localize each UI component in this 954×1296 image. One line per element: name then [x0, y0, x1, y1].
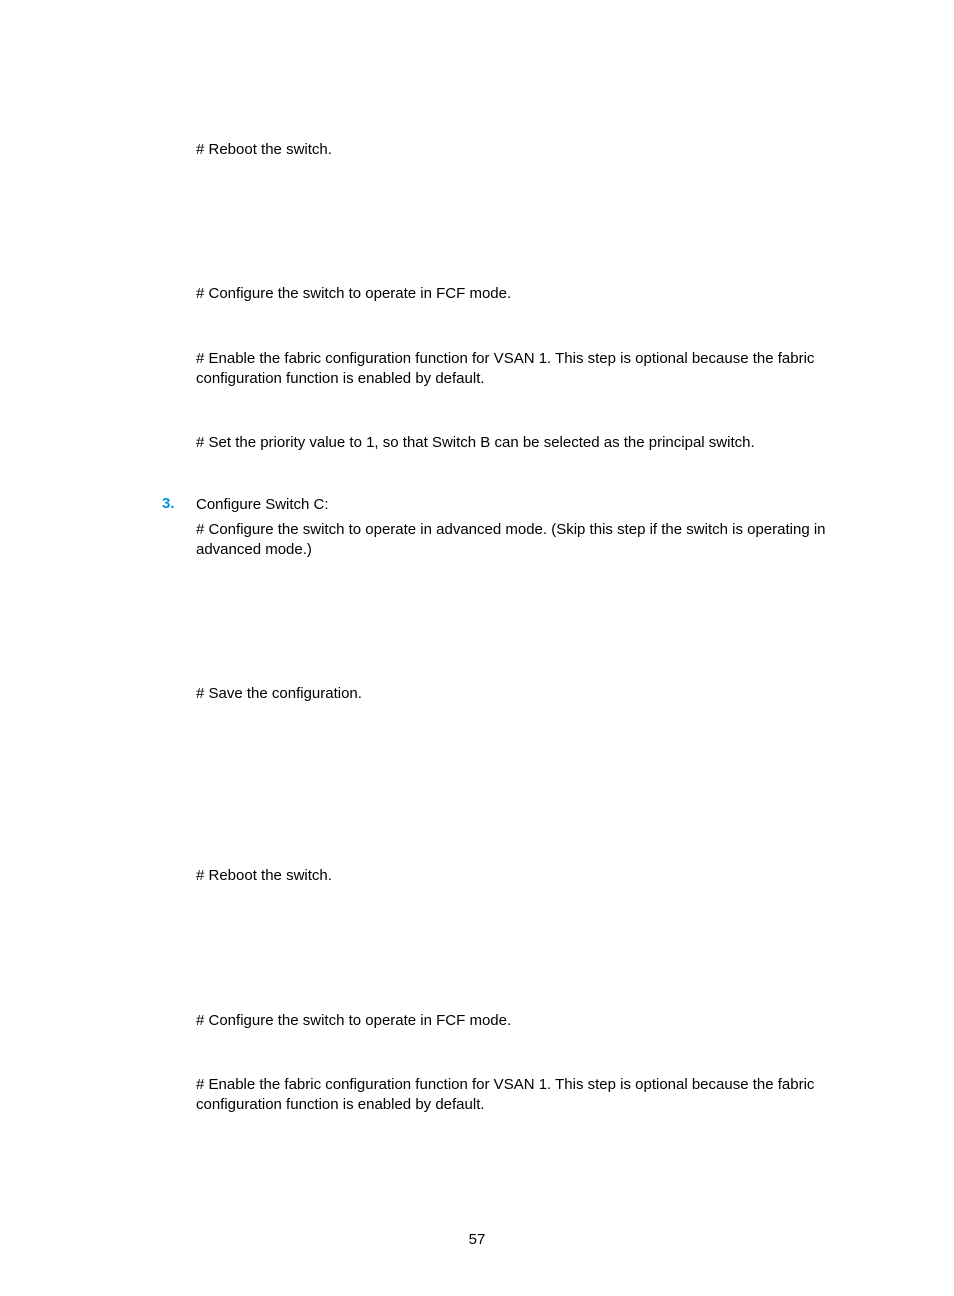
paragraph-text: # Reboot the switch. — [196, 140, 834, 160]
spacer — [120, 828, 834, 866]
list-item-text: Configure Switch C: — [196, 495, 329, 515]
paragraph-text: # Set the priority value to 1, so that S… — [196, 433, 834, 453]
page-number: 57 — [0, 1231, 954, 1248]
paragraph-text: # Configure the switch to operate in FCF… — [196, 1011, 834, 1031]
paragraph: # Save the configuration. — [196, 684, 834, 704]
spacer — [120, 166, 834, 284]
paragraph-text: # Configure the switch to operate in adv… — [196, 520, 834, 561]
paragraph: # Set the priority value to 1, so that S… — [196, 433, 834, 453]
paragraph-text: # Reboot the switch. — [196, 866, 834, 886]
paragraph-text: # Enable the fabric configuration functi… — [196, 1075, 834, 1116]
spacer — [120, 459, 834, 495]
spacer — [120, 566, 834, 684]
document-body: # Reboot the switch. # Configure the swit… — [120, 140, 834, 1115]
spacer — [120, 395, 834, 433]
spacer — [120, 1037, 834, 1075]
numbered-item: 3.Configure Switch C: — [162, 495, 834, 515]
paragraph: # Configure the switch to operate in FCF… — [196, 284, 834, 304]
document-page: # Reboot the switch. # Configure the swit… — [0, 0, 954, 1296]
list-marker: 3. — [162, 495, 196, 512]
paragraph: # Reboot the switch. — [196, 866, 834, 886]
paragraph: # Configure the switch to operate in adv… — [196, 520, 834, 561]
paragraph: # Enable the fabric configuration functi… — [196, 1075, 834, 1116]
paragraph-text: # Configure the switch to operate in FCF… — [196, 284, 834, 304]
spacer — [120, 710, 834, 828]
spacer — [120, 893, 834, 1011]
paragraph: # Configure the switch to operate in FCF… — [196, 1011, 834, 1031]
paragraph: # Enable the fabric configuration functi… — [196, 349, 834, 390]
paragraph-text: # Enable the fabric configuration functi… — [196, 349, 834, 390]
paragraph: # Reboot the switch. — [196, 140, 834, 160]
paragraph-text: # Save the configuration. — [196, 684, 834, 704]
spacer — [120, 311, 834, 349]
